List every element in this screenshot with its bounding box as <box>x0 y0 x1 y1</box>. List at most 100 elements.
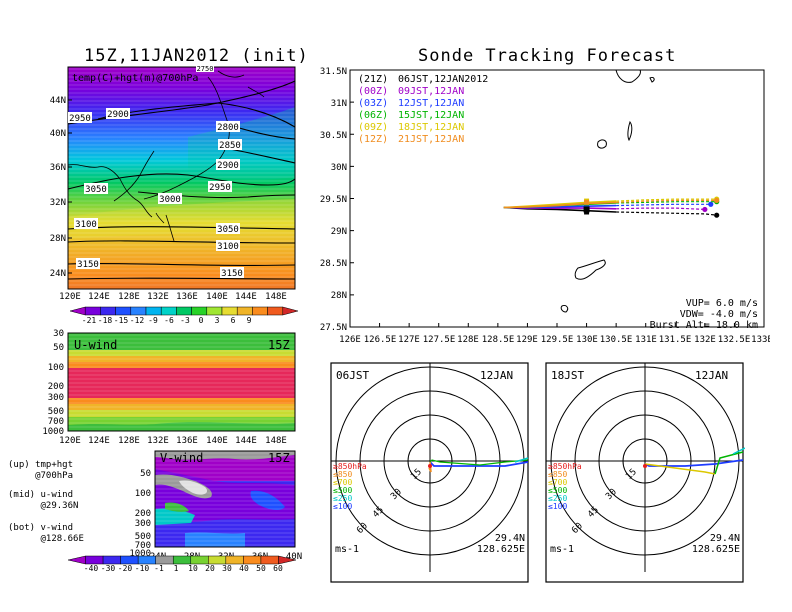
lon-label: 124E <box>88 292 110 302</box>
lat-label: 29.5N <box>320 195 347 205</box>
temperature-colorbar <box>69 306 299 316</box>
track-marker <box>584 199 590 205</box>
note-upper: (up) tmp+hgt @700hPa <box>8 460 74 481</box>
contour-label: 3050 <box>85 185 107 195</box>
lon-label: 129E <box>516 335 538 345</box>
colorbar-swatch <box>236 306 253 316</box>
pressure-label: 500 <box>135 532 151 542</box>
hodo-unit: ms-1 <box>550 544 574 555</box>
lon-label: 144E <box>235 292 257 302</box>
colorbar-label: -21 <box>82 316 97 325</box>
colorbar-label: -12 <box>130 316 145 325</box>
uwind-panel: U-wind 15Z 30 50 100 200 300 500 700 100… <box>42 329 296 446</box>
colorbar-swatch <box>130 306 147 316</box>
contour-label: 2750 <box>197 65 214 73</box>
lon-label: 120E <box>59 292 81 302</box>
temperature-height-map: 2950 2900 2800 2850 2900 2950 3050 3000 … <box>50 64 299 325</box>
colorbar-label: 1 <box>174 564 179 573</box>
lon-label: 132E <box>147 292 169 302</box>
track-series-group <box>503 196 720 218</box>
hodo-legend-item: ≤100 <box>333 502 352 511</box>
pressure-label: 100 <box>48 363 64 373</box>
colorbar-label: -6 <box>164 316 174 325</box>
contour-label: 3000 <box>159 195 181 205</box>
lon-label: 148E <box>265 292 287 302</box>
legend-text: 21JST,12JAN <box>398 134 464 145</box>
colorbar-label: 0 <box>199 316 204 325</box>
lat-label: 40N <box>50 129 66 139</box>
lon-label: 132E <box>147 436 169 446</box>
legend-code: (12Z) <box>358 134 388 145</box>
colorbar-swatch <box>84 306 101 316</box>
pressure-label: 200 <box>48 382 64 392</box>
legend-code: (21Z) <box>358 74 388 85</box>
pressure-label: 500 <box>48 407 64 417</box>
legend-code: (03Z) <box>358 98 388 109</box>
colorbar-swatch <box>102 555 121 565</box>
track-marker <box>584 203 590 209</box>
pressure-label: 300 <box>135 519 151 529</box>
lat-label: 30N <box>331 163 347 173</box>
lat-label: 28N <box>50 234 66 244</box>
track-endpoint <box>714 212 720 218</box>
lat-label: 40N <box>286 552 302 562</box>
uwind-title: U-wind <box>74 338 117 352</box>
colorbar-label: 30 <box>222 564 232 573</box>
colorbar-swatch <box>69 306 86 316</box>
colorbar-label: -20 <box>118 564 133 573</box>
contour-label: 2950 <box>69 114 91 124</box>
colorbar-label: 60 <box>273 564 283 573</box>
track-endpoint <box>702 206 708 213</box>
hodo-date: 12JAN <box>695 369 728 382</box>
pressure-label: 300 <box>48 393 64 403</box>
contour-label: 3100 <box>217 242 239 252</box>
hodo-legend-item: ≥850hPa <box>333 462 367 471</box>
track-line <box>503 201 617 209</box>
track-marker <box>583 206 590 213</box>
contour-label: 3150 <box>221 269 243 279</box>
colorbar-label: -10 <box>135 564 150 573</box>
lat-label: 27.5N <box>320 323 347 333</box>
lat-label: 28.5N <box>320 259 347 269</box>
vwind-time: 15Z <box>268 451 290 465</box>
lon-label: 144E <box>235 436 257 446</box>
colorbar-label: -1 <box>154 564 164 573</box>
pressure-label: 100 <box>135 489 151 499</box>
lon-label: 127E <box>398 335 420 345</box>
lon-label: 140E <box>206 436 228 446</box>
hodo-legend-item: ≤250 <box>548 494 567 503</box>
colorbar-swatch <box>145 306 162 316</box>
hodo-legend-item: ≥850hPa <box>548 462 582 471</box>
lon-label: 136E <box>176 292 198 302</box>
pressure-label: 700 <box>135 541 151 551</box>
colorbar-swatch <box>190 555 209 565</box>
colorbar-swatch <box>206 306 223 316</box>
legend-code: (06Z) <box>358 110 388 121</box>
lon-label: 128E <box>118 436 140 446</box>
map-subtitle: temp(C)+hgt(m)@700hPa <box>72 73 198 84</box>
pressure-label: 200 <box>135 509 151 519</box>
pressure-label: 30 <box>53 329 64 339</box>
lon-label: 140E <box>206 292 228 302</box>
colorbar-swatch <box>282 306 299 316</box>
colorbar-swatch <box>221 306 238 316</box>
lon-label: 120E <box>59 436 81 446</box>
hodo-legend-item: ≤250 <box>333 494 352 503</box>
contour-label: 2900 <box>107 110 129 120</box>
lon-label: 128E <box>457 335 479 345</box>
colorbar-label: -3 <box>180 316 190 325</box>
lon-label: 128E <box>118 292 140 302</box>
colorbar-label: -30 <box>101 564 116 573</box>
track-line-dashed <box>616 203 711 207</box>
colorbar-swatch <box>267 306 284 316</box>
vwind-panel: V-wind 15Z 50 100 200 300 500 700 1000 2… <box>67 450 302 573</box>
vwind-colorbar <box>67 555 297 565</box>
contour-label: 2800 <box>217 123 239 133</box>
legend-text: 09JST,12JAN <box>398 86 464 97</box>
colorbar-label: 20 <box>205 564 215 573</box>
contour-label: 3150 <box>77 260 99 270</box>
pressure-label: 50 <box>53 343 64 353</box>
colorbar-swatch <box>243 555 262 565</box>
colorbar-swatch <box>155 555 174 565</box>
contour-label: 3050 <box>217 225 239 235</box>
